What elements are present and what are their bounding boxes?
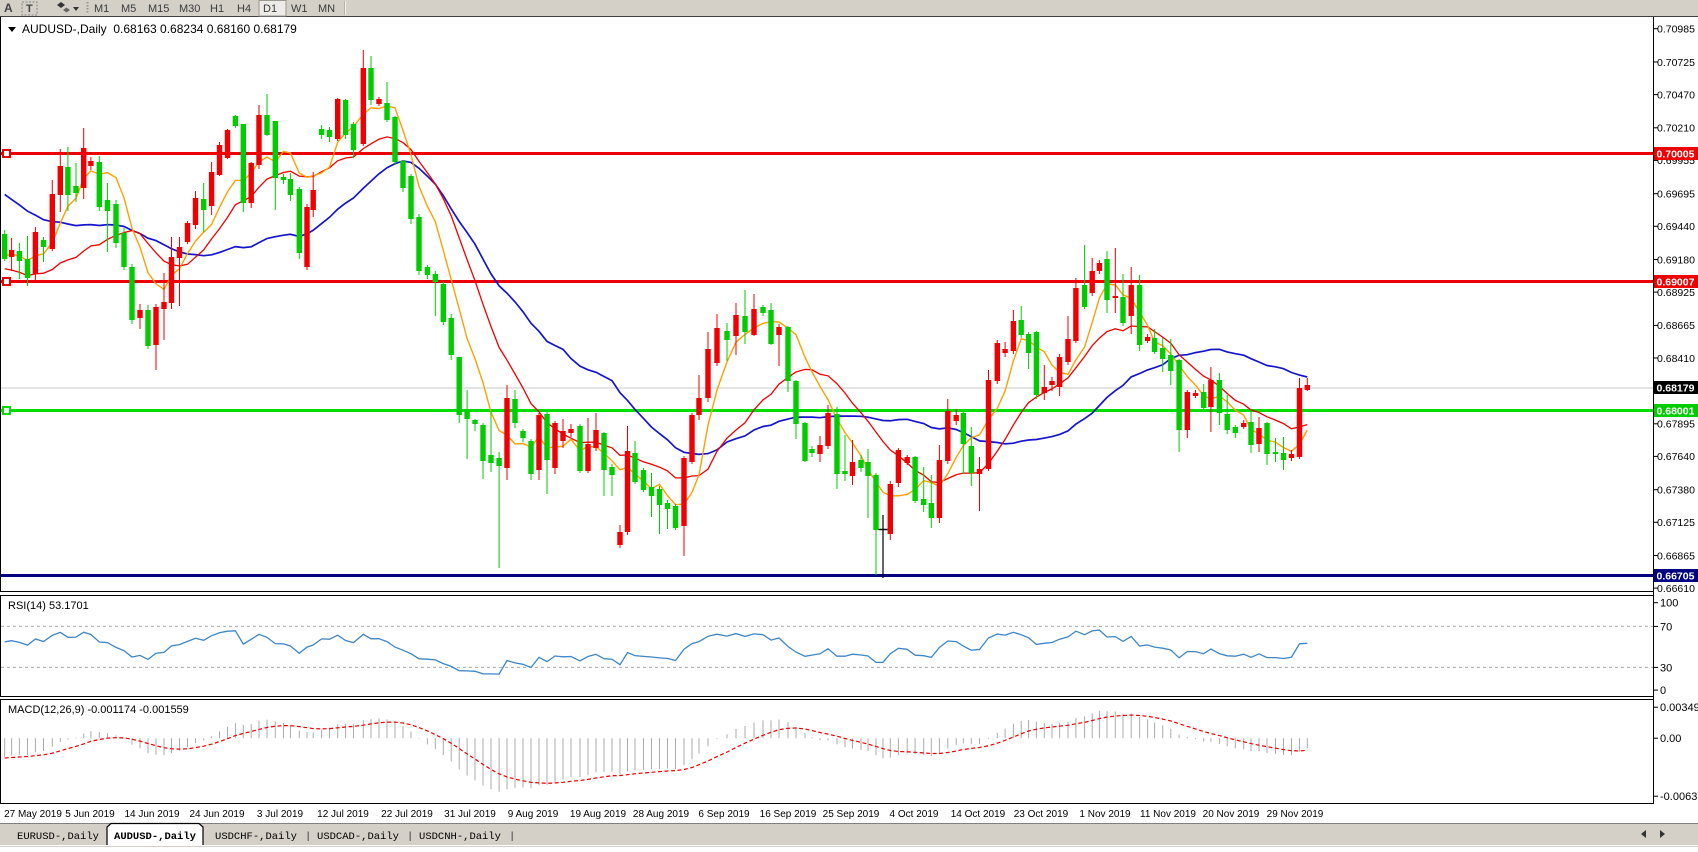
svg-text:0.67640: 0.67640 — [1657, 451, 1695, 463]
svg-text:0.67125: 0.67125 — [1657, 517, 1695, 529]
svg-text:USDCAD-,Daily: USDCAD-,Daily — [317, 831, 399, 843]
svg-text:28 Aug 2019: 28 Aug 2019 — [633, 809, 690, 820]
svg-text:0.70985: 0.70985 — [1657, 24, 1695, 36]
svg-text:0.70470: 0.70470 — [1657, 89, 1695, 101]
svg-text:12 Jul 2019: 12 Jul 2019 — [317, 809, 369, 820]
svg-text:0.69180: 0.69180 — [1657, 254, 1695, 266]
svg-text:0.70005: 0.70005 — [1657, 149, 1695, 161]
svg-text:1 Nov 2019: 1 Nov 2019 — [1079, 809, 1131, 820]
svg-text:0.69007: 0.69007 — [1657, 277, 1695, 289]
svg-text:25 Sep 2019: 25 Sep 2019 — [823, 809, 880, 820]
svg-text:0.68410: 0.68410 — [1657, 353, 1695, 365]
svg-text:USDCHF-,Daily: USDCHF-,Daily — [215, 831, 297, 843]
svg-text:4 Oct 2019: 4 Oct 2019 — [890, 809, 939, 820]
svg-text:30: 30 — [1660, 662, 1672, 674]
svg-text:M1: M1 — [94, 3, 109, 15]
svg-text:70: 70 — [1660, 621, 1672, 633]
svg-text:29 Nov 2019: 29 Nov 2019 — [1267, 809, 1324, 820]
svg-text:0.68001: 0.68001 — [1657, 406, 1695, 418]
svg-text:EURUSD-,Daily: EURUSD-,Daily — [17, 831, 99, 843]
svg-text:0.67895: 0.67895 — [1657, 419, 1695, 431]
svg-text:100: 100 — [1660, 598, 1678, 610]
svg-text:USDCNH-,Daily: USDCNH-,Daily — [419, 831, 501, 843]
svg-text:0.68925: 0.68925 — [1657, 287, 1695, 299]
svg-text:22 Jul 2019: 22 Jul 2019 — [381, 809, 433, 820]
svg-text:19 Aug 2019: 19 Aug 2019 — [570, 809, 627, 820]
svg-text:11 Nov 2019: 11 Nov 2019 — [1140, 809, 1196, 820]
svg-text:H1: H1 — [210, 3, 224, 15]
svg-text:D1: D1 — [263, 3, 277, 15]
svg-text:14 Jun 2019: 14 Jun 2019 — [124, 809, 179, 820]
svg-text:0: 0 — [1660, 685, 1666, 697]
svg-text:20 Nov 2019: 20 Nov 2019 — [1203, 809, 1260, 820]
svg-text:0.68179: 0.68179 — [1657, 383, 1695, 395]
svg-text:-0.00637: -0.00637 — [1660, 791, 1698, 803]
svg-text:0.66610: 0.66610 — [1657, 583, 1695, 595]
svg-text:W1: W1 — [291, 3, 308, 15]
svg-text:AUDUSD-,Daily: AUDUSD-,Daily — [114, 831, 197, 843]
svg-text:M5: M5 — [121, 3, 136, 15]
svg-text:0.68665: 0.68665 — [1657, 320, 1695, 332]
svg-text:0.00: 0.00 — [1660, 733, 1681, 745]
svg-text:0.66865: 0.66865 — [1657, 550, 1695, 562]
svg-text:A: A — [4, 1, 13, 15]
svg-text:|: | — [407, 831, 413, 843]
svg-text:M30: M30 — [179, 3, 200, 15]
svg-text:0.69440: 0.69440 — [1657, 221, 1695, 233]
svg-text:RSI(14) 53.1701: RSI(14) 53.1701 — [8, 600, 89, 612]
svg-text:MACD(12,26,9) -0.001174 -0.001: MACD(12,26,9) -0.001174 -0.001559 — [8, 704, 189, 716]
svg-text:T: T — [26, 3, 33, 15]
svg-text:0.67380: 0.67380 — [1657, 485, 1695, 497]
svg-text:16 Sep 2019: 16 Sep 2019 — [760, 809, 817, 820]
svg-text:6 Sep 2019: 6 Sep 2019 — [698, 809, 750, 820]
svg-text:23 Oct 2019: 23 Oct 2019 — [1014, 809, 1069, 820]
svg-text:|: | — [509, 831, 515, 843]
svg-text:31 Jul 2019: 31 Jul 2019 — [444, 809, 496, 820]
svg-text:24 Jun 2019: 24 Jun 2019 — [189, 809, 244, 820]
svg-text:0.00349: 0.00349 — [1660, 702, 1698, 714]
svg-text:0.66705: 0.66705 — [1657, 571, 1695, 583]
svg-text:M15: M15 — [148, 3, 169, 15]
svg-text:3 Jul 2019: 3 Jul 2019 — [257, 809, 304, 820]
svg-text:9 Aug 2019: 9 Aug 2019 — [508, 809, 559, 820]
svg-text:0.70210: 0.70210 — [1657, 123, 1695, 135]
svg-text:0.70725: 0.70725 — [1657, 57, 1695, 69]
svg-text:27 May 2019: 27 May 2019 — [4, 809, 62, 820]
svg-text:0.69695: 0.69695 — [1657, 189, 1695, 201]
svg-text:5 Jun 2019: 5 Jun 2019 — [65, 809, 115, 820]
svg-text:AUDUSD-,Daily 0.68163 0.68234: AUDUSD-,Daily 0.68163 0.68234 0.68160 0.… — [22, 22, 297, 36]
svg-text:MN: MN — [318, 3, 335, 15]
svg-text:H4: H4 — [237, 3, 251, 15]
svg-text:14 Oct 2019: 14 Oct 2019 — [951, 809, 1006, 820]
svg-text:|: | — [305, 831, 311, 843]
